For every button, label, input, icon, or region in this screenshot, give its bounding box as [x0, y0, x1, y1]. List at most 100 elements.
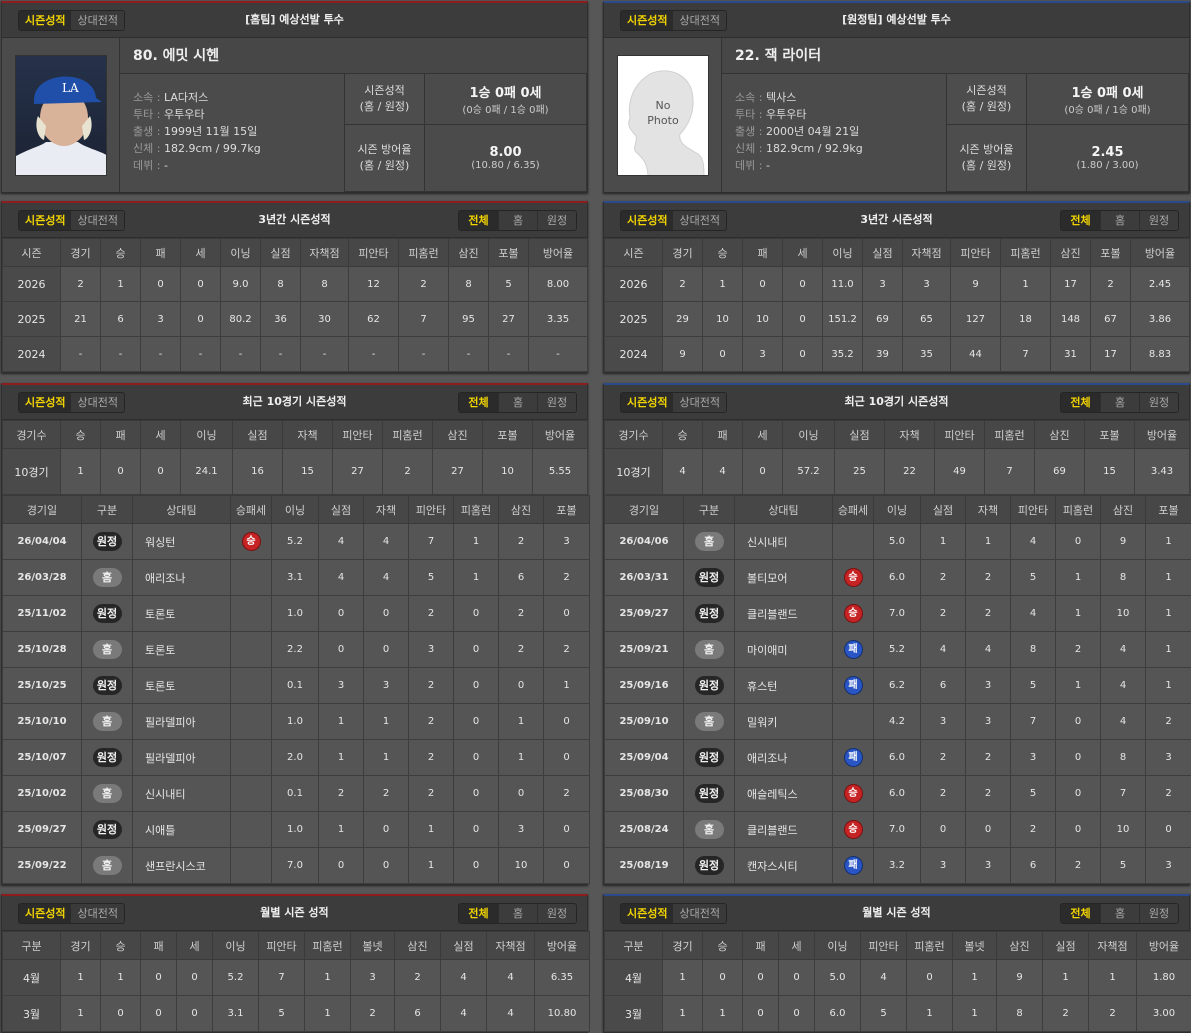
filter-home-button[interactable]: 홈: [498, 904, 537, 923]
venue-badge: 원정: [695, 568, 724, 587]
table-cell: 3: [863, 267, 903, 302]
game-date: 25/08/19: [605, 848, 684, 884]
column-header: 실점: [835, 421, 885, 449]
info-value: 우투우타: [766, 108, 806, 121]
venue-badge: 원정: [695, 676, 724, 695]
stat-cell: 4: [966, 632, 1011, 668]
filter-all-button[interactable]: 전체: [1061, 211, 1100, 230]
stat-cell: 5: [1011, 560, 1056, 596]
column-header: 피홈런: [1001, 239, 1051, 267]
table-cell: 80.2: [221, 302, 261, 337]
stat-cell: 2: [921, 776, 966, 812]
venue-cell: 원정: [82, 524, 133, 560]
filter-home-button[interactable]: 홈: [1100, 904, 1139, 923]
filter-home-button[interactable]: 홈: [1100, 211, 1139, 230]
info-line: 신체 : 182.9cm / 92.9kg: [735, 140, 946, 157]
column-header: 이닝: [213, 932, 259, 960]
venue-cell: 홈: [82, 776, 133, 812]
game-date: 25/09/27: [3, 812, 82, 848]
table-cell: 27: [433, 449, 483, 495]
era-detail: (10.80 / 6.35): [471, 160, 539, 171]
stat-cell: 4: [1011, 524, 1056, 560]
filter-home-button[interactable]: 홈: [498, 393, 537, 412]
stat-cell: 3: [544, 524, 590, 560]
column-header: 경기일: [3, 496, 82, 524]
game-date: 26/04/06: [605, 524, 684, 560]
filter-all-button[interactable]: 전체: [459, 904, 498, 923]
column-header: 삼진: [433, 421, 483, 449]
table-cell: 6.0: [815, 996, 861, 1032]
table-cell: 0: [743, 996, 779, 1032]
column-header: 경기: [663, 932, 703, 960]
column-header: 삼진: [1101, 496, 1146, 524]
record-value: 1승 0패 0세: [1071, 82, 1143, 101]
table-cell: 11.0: [823, 267, 863, 302]
player-photo-cell: LA: [2, 38, 120, 192]
result-cell: 패: [833, 632, 874, 668]
venue-badge: 홈: [93, 640, 122, 659]
filter-home-button[interactable]: 홈: [498, 211, 537, 230]
filter-all-button[interactable]: 전체: [1061, 393, 1100, 412]
column-header: 승: [61, 421, 101, 449]
filter-away-button[interactable]: 원정: [537, 211, 576, 230]
result-cell: [231, 668, 272, 704]
column-header: 피안타: [259, 932, 305, 960]
filter-home-button[interactable]: 홈: [1100, 393, 1139, 412]
info-line: 출생 : 1999년 11월 15일: [133, 123, 344, 140]
column-header: 패: [141, 932, 177, 960]
record-value: 1승 0패 0세: [469, 82, 541, 101]
stat-cell: 0: [364, 632, 409, 668]
filter-away-button[interactable]: 원정: [1139, 904, 1178, 923]
filter-all-button[interactable]: 전체: [1061, 904, 1100, 923]
filter-all-button[interactable]: 전체: [459, 393, 498, 412]
filter-all-button[interactable]: 전체: [459, 211, 498, 230]
stat-cell: 1: [544, 668, 590, 704]
filter-away-button[interactable]: 원정: [537, 393, 576, 412]
stat-cell: 1: [1146, 524, 1191, 560]
result-cell: 승: [833, 596, 874, 632]
table-cell: 6: [395, 996, 441, 1032]
stat-cell: 2: [921, 740, 966, 776]
table-cell: 27: [489, 302, 529, 337]
filter-away-button[interactable]: 원정: [537, 904, 576, 923]
filter-away-button[interactable]: 원정: [1139, 393, 1178, 412]
stat-cell: 2: [319, 776, 364, 812]
table-cell: 25: [835, 449, 885, 495]
info-line: 신체 : 182.9cm / 99.7kg: [133, 140, 344, 157]
game-date: 25/10/28: [3, 632, 82, 668]
filter-away-button[interactable]: 원정: [1139, 211, 1178, 230]
column-header: 구분: [3, 932, 61, 960]
stat-cell: 4: [1101, 632, 1146, 668]
column-header: 승: [101, 239, 141, 267]
table-cell: 3: [351, 960, 395, 996]
result-cell: [231, 704, 272, 740]
